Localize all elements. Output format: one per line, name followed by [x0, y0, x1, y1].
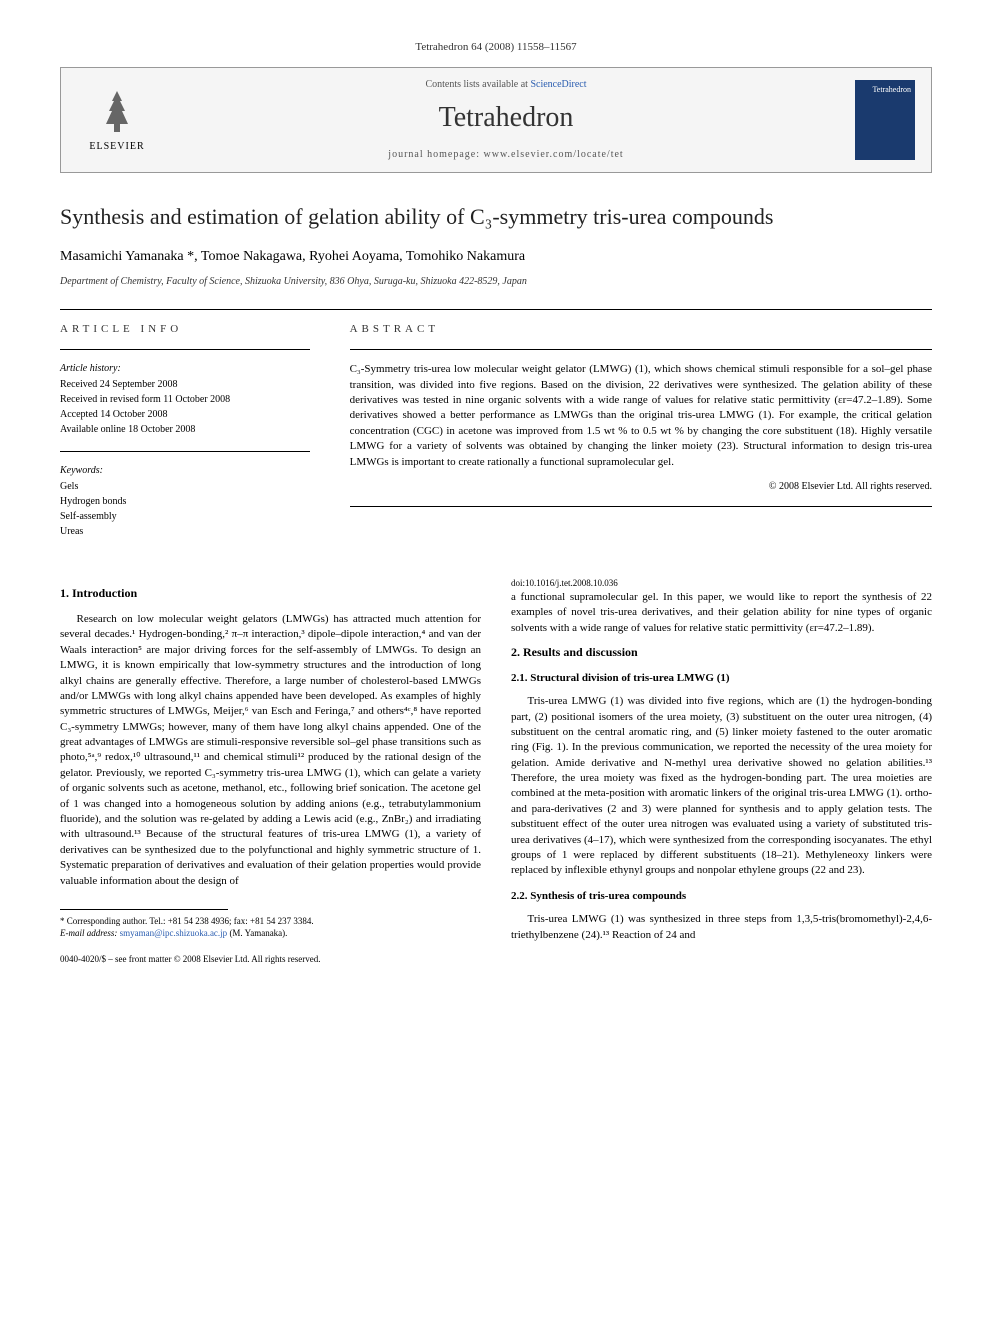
- footnote-separator: [60, 909, 228, 910]
- keywords-heading: Keywords:: [60, 464, 310, 478]
- footnote-corr-line: * Corresponding author. Tel.: +81 54 238…: [60, 916, 481, 928]
- subsection-heading-21: 2.1. Structural division of tris-urea LM…: [511, 671, 932, 686]
- publisher-logo-block: ELSEVIER: [77, 86, 157, 154]
- corresponding-email-link[interactable]: smyaman@ipc.shizuoka.ac.jp: [120, 928, 228, 938]
- journal-homepage-line: journal homepage: www.elsevier.com/locat…: [157, 148, 855, 162]
- journal-name: Tetrahedron: [157, 98, 855, 137]
- section-heading-introduction: 1. Introduction: [60, 585, 481, 602]
- abstract-copyright: © 2008 Elsevier Ltd. All rights reserved…: [350, 480, 932, 494]
- banner-center: Contents lists available at ScienceDirec…: [157, 78, 855, 161]
- footnote-email-line: E-mail address: smyaman@ipc.shizuoka.ac.…: [60, 928, 481, 940]
- keyword-item: Hydrogen bonds: [60, 495, 310, 509]
- divider: [350, 349, 932, 350]
- history-revised: Received in revised form 11 October 2008: [60, 393, 310, 407]
- article-info-column: ARTICLE INFO Article history: Received 2…: [60, 322, 310, 553]
- journal-banner: ELSEVIER Contents lists available at Sci…: [60, 67, 932, 172]
- history-received: Received 24 September 2008: [60, 378, 310, 392]
- history-heading: Article history:: [60, 362, 310, 376]
- contents-available-line: Contents lists available at ScienceDirec…: [157, 78, 855, 92]
- keyword-item: Gels: [60, 480, 310, 494]
- intro-paragraph-2: a functional supramolecular gel. In this…: [511, 590, 932, 636]
- contents-prefix: Contents lists available at: [425, 79, 530, 90]
- journal-cover-thumb: Tetrahedron: [855, 80, 915, 160]
- sub22-paragraph-1: Tris-urea LMWG (1) was synthesized in th…: [511, 912, 932, 943]
- keywords-block: Keywords: Gels Hydrogen bonds Self-assem…: [60, 464, 310, 539]
- info-abstract-row: ARTICLE INFO Article history: Received 2…: [60, 322, 932, 553]
- elsevier-tree-icon: [92, 86, 142, 136]
- body-two-column: 1. Introduction Research on low molecula…: [60, 577, 932, 966]
- corresponding-author-footnote: * Corresponding author. Tel.: +81 54 238…: [60, 916, 481, 939]
- issn-line: 0040-4020/$ – see front matter © 2008 El…: [60, 953, 481, 966]
- author-list: Masamichi Yamanaka *, Tomoe Nakagawa, Ry…: [60, 247, 932, 267]
- abstract-label: ABSTRACT: [350, 322, 932, 337]
- abstract-column: ABSTRACT C₃-Symmetry tris-urea low molec…: [350, 322, 932, 553]
- cover-label: Tetrahedron: [872, 84, 911, 95]
- article-history-block: Article history: Received 24 September 2…: [60, 362, 310, 437]
- article-title: Synthesis and estimation of gelation abi…: [60, 203, 932, 232]
- intro-paragraph-1: Research on low molecular weight gelator…: [60, 612, 481, 889]
- sciencedirect-link[interactable]: ScienceDirect: [530, 79, 586, 90]
- section-heading-results: 2. Results and discussion: [511, 644, 932, 661]
- email-label: E-mail address:: [60, 928, 117, 938]
- publisher-name: ELSEVIER: [89, 140, 144, 154]
- divider: [350, 506, 932, 507]
- history-online: Available online 18 October 2008: [60, 423, 310, 437]
- homepage-url[interactable]: www.elsevier.com/locate/tet: [484, 149, 624, 160]
- divider: [60, 309, 932, 310]
- sub21-paragraph-1: Tris-urea LMWG (1) was divided into five…: [511, 694, 932, 879]
- homepage-prefix: journal homepage:: [388, 149, 483, 160]
- history-accepted: Accepted 14 October 2008: [60, 408, 310, 422]
- abstract-text: C₃-Symmetry tris-urea low molecular weig…: [350, 362, 932, 470]
- article-info-label: ARTICLE INFO: [60, 322, 310, 337]
- subsection-heading-22: 2.2. Synthesis of tris-urea compounds: [511, 889, 932, 904]
- divider: [60, 451, 310, 452]
- keyword-item: Ureas: [60, 525, 310, 539]
- citation-header: Tetrahedron 64 (2008) 11558–11567: [60, 40, 932, 55]
- doi-line: doi:10.1016/j.tet.2008.10.036: [511, 577, 932, 590]
- divider: [60, 349, 310, 350]
- keyword-item: Self-assembly: [60, 510, 310, 524]
- affiliation: Department of Chemistry, Faculty of Scie…: [60, 275, 932, 289]
- email-suffix: (M. Yamanaka).: [229, 928, 287, 938]
